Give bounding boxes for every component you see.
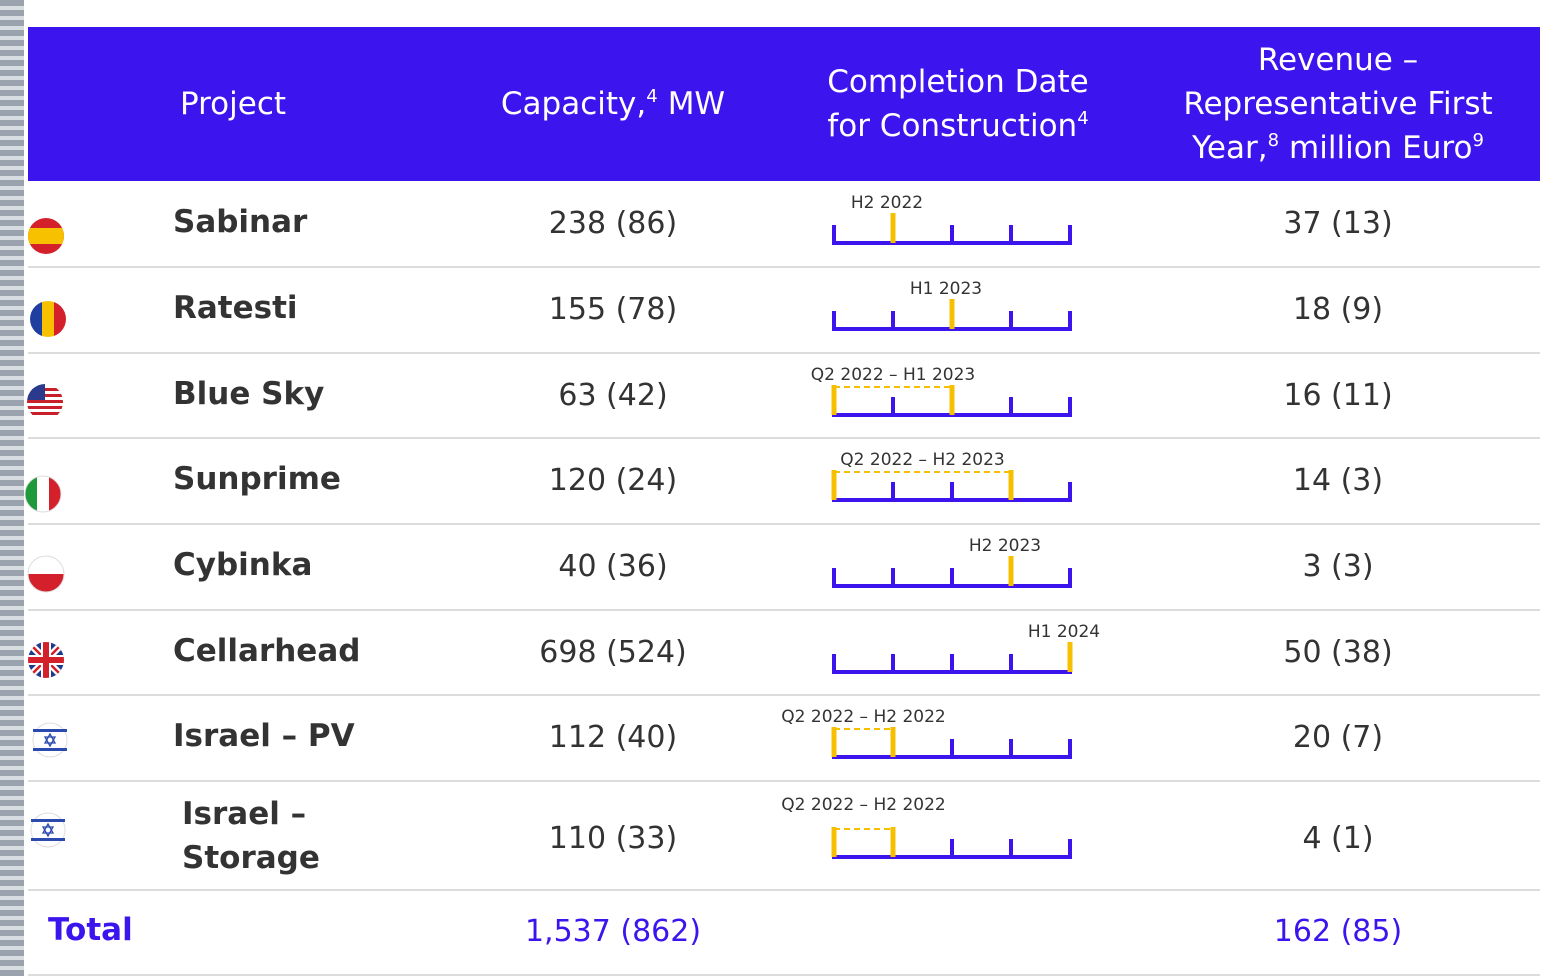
capacity: 120 (24): [548, 463, 678, 498]
capacity: 40 (36): [558, 549, 668, 584]
header-cell: Project: [88, 27, 378, 181]
header-text: Capacity,: [500, 86, 647, 122]
header-text: MW: [667, 86, 726, 122]
total-capacity: 1,537 (862): [524, 914, 702, 949]
capacity: 63 (42): [558, 377, 668, 413]
project-name: Sabinar: [173, 204, 308, 240]
flag-israel: [30, 812, 66, 848]
capacity: 112 (40): [548, 720, 678, 755]
completion-label: H1 2024: [1027, 622, 1101, 642]
timeline-marker: [890, 727, 896, 757]
revenue: 14 (3): [1292, 463, 1384, 498]
header-text: Completion Date for Construction: [827, 64, 1089, 144]
timeline-marker: [1067, 642, 1073, 672]
capacity: 698 (524): [539, 634, 687, 670]
footnote-ref: 4: [646, 86, 658, 107]
timeline-marker: [831, 385, 837, 415]
flag-uk: [28, 642, 64, 678]
footnote-ref: 4: [1077, 108, 1089, 129]
header-bar: Project Capacity,4 MW Completion Date for C…: [28, 27, 1540, 181]
completion-label: Q2 2022 – H2 2023: [840, 450, 1005, 470]
project-name: Cybinka: [173, 547, 313, 583]
completion-label: H2 2022: [850, 193, 924, 213]
project-name: Ratesti: [173, 290, 298, 326]
flag-spain: [28, 218, 64, 254]
timeline-marker: [890, 213, 896, 243]
timeline-marker: [949, 385, 955, 415]
completion-label: Q2 2022 – H2 2022: [781, 795, 946, 815]
project-name: Cellarhead: [173, 632, 361, 669]
header-cell: Revenue – Representative First Year,8 mil…: [1178, 27, 1498, 181]
revenue: 18 (9): [1292, 292, 1384, 327]
capacity: 238 (86): [548, 206, 678, 241]
footnote-ref: 9: [1472, 130, 1484, 151]
revenue: 37 (13): [1283, 206, 1393, 241]
header-text: Project: [179, 86, 287, 122]
flag-italy: [24, 475, 62, 513]
background-photo: [0, 0, 24, 976]
project-name: Sunprime: [173, 461, 341, 497]
revenue: 4 (1): [1302, 820, 1374, 856]
timeline-marker: [831, 470, 837, 500]
flag-romania: [30, 301, 66, 337]
project-name: Israel – Storage: [182, 795, 320, 876]
revenue: 50 (38): [1283, 634, 1393, 670]
header-cell: Capacity,4 MW: [448, 27, 778, 181]
revenue: 16 (11): [1283, 377, 1393, 413]
capacity: 155 (78): [548, 292, 678, 327]
footnote-ref: 8: [1267, 130, 1280, 151]
flag-poland: [27, 555, 65, 593]
total-label: Total: [48, 912, 133, 948]
completion-label: Q2 2022 – H1 2023: [810, 365, 976, 385]
capacity: 110 (33): [548, 820, 678, 856]
completion-label: H2 2023: [968, 536, 1042, 556]
revenue: 3 (3): [1302, 549, 1374, 584]
project-name: Israel – PV: [173, 718, 355, 754]
timeline-marker: [831, 827, 837, 857]
header-text: million Euro: [1289, 130, 1473, 166]
header-text: Revenue – Representative First Year,: [1183, 42, 1493, 166]
revenue: 20 (7): [1292, 720, 1384, 755]
header-cell: Completion Date for Construction4: [808, 27, 1108, 181]
total-revenue: 162 (85): [1273, 914, 1403, 949]
flag-israel: [32, 722, 68, 758]
timeline-marker: [831, 727, 837, 757]
completion-label: H1 2023: [909, 279, 983, 299]
project-name: Blue Sky: [173, 375, 325, 412]
timeline-marker: [1008, 556, 1014, 586]
flag-usa: [27, 384, 63, 420]
timeline-marker: [890, 827, 896, 857]
completion-label: Q2 2022 – H2 2022: [781, 707, 946, 727]
timeline-marker: [949, 299, 955, 329]
timeline-marker: [1008, 470, 1014, 500]
